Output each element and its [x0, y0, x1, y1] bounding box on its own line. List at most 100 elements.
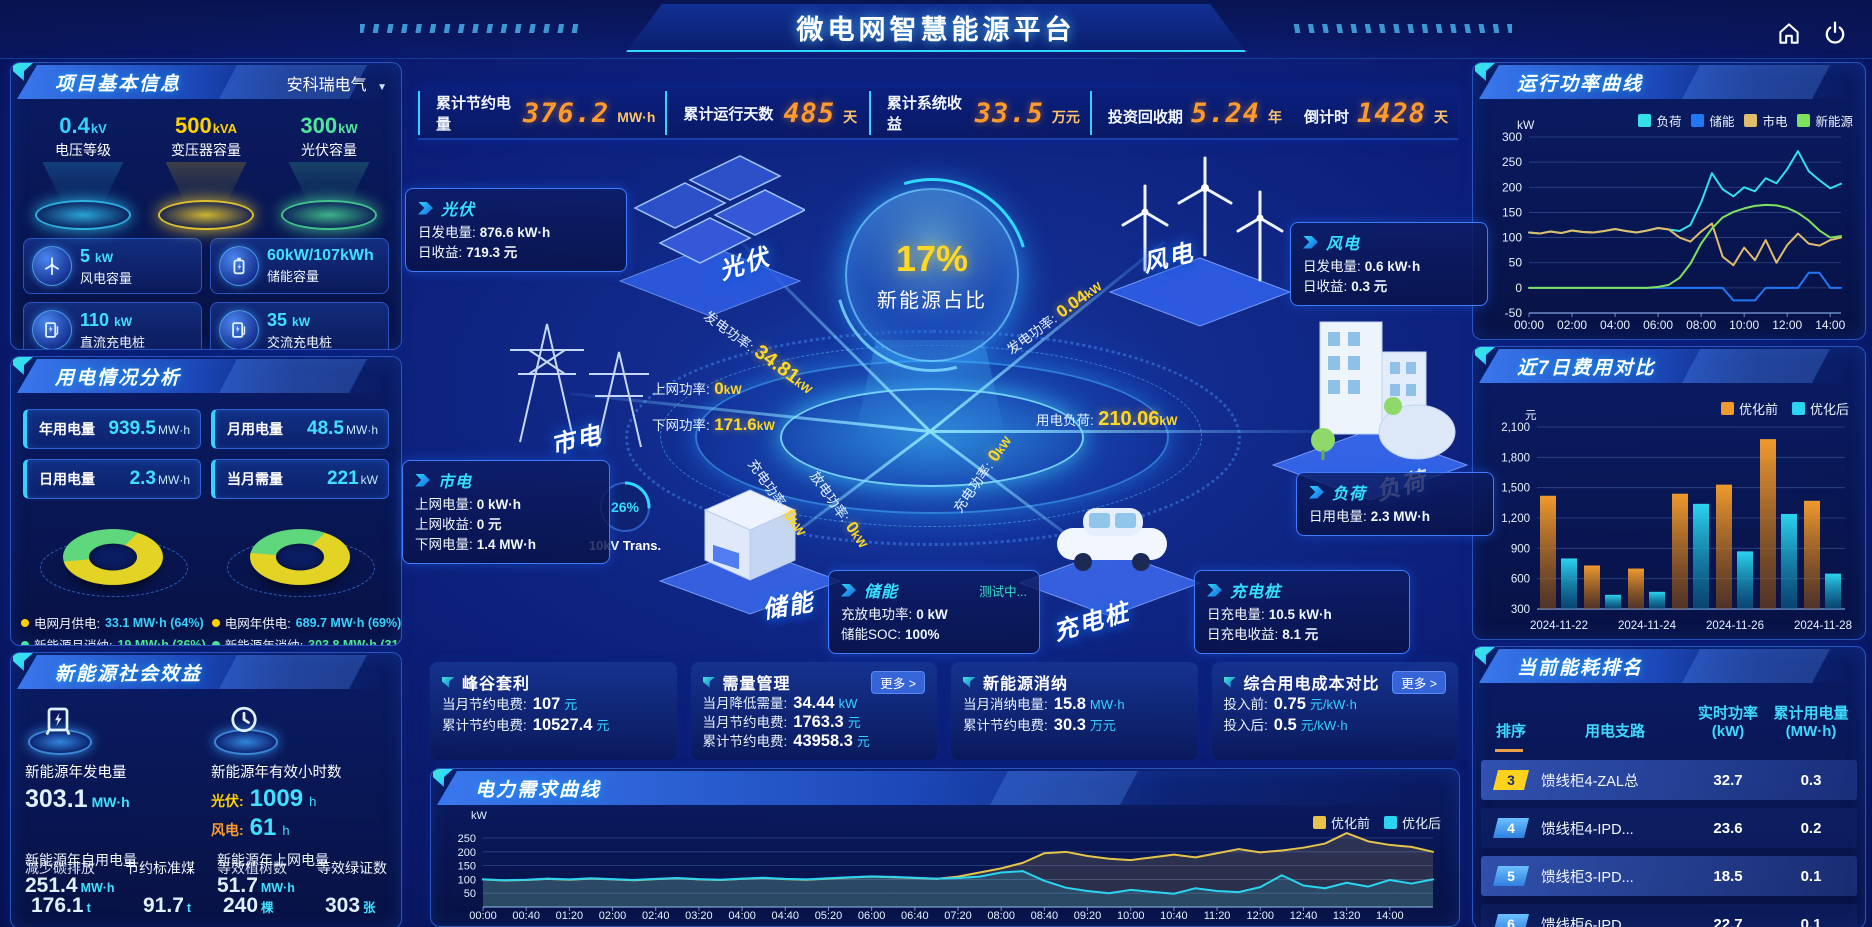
- legend-label: 电网月供电:: [34, 617, 100, 631]
- legend-dot: [211, 640, 220, 645]
- legend-renewable-month: 新能源月消纳: 19 MW·h (36%): [21, 635, 206, 646]
- svg-text:2024-11-24: 2024-11-24: [1618, 620, 1677, 632]
- power-icon[interactable]: [1816, 14, 1854, 52]
- panel-header: 项目基本信息 安科瑞电气 ▼: [11, 63, 401, 103]
- benefit-cards: 峰谷套利 当月节约电费: 107 元 累计节约电费: 10527.4 元 需量管理 更多 …: [430, 662, 1458, 760]
- cone-voltage: 0.4kV 电压等级: [25, 113, 141, 230]
- donut-hole: [275, 543, 324, 571]
- chevron-down-icon: ▼: [377, 82, 387, 93]
- corner-decoration-icon: [1223, 676, 1237, 688]
- table-row[interactable]: 5 馈线柜3-IPD... 18.5 0.1: [1481, 856, 1857, 896]
- clock-pedestal-icon: [211, 703, 278, 755]
- storage-status-badge: 测试中...: [979, 584, 1027, 599]
- metric-unit: t: [86, 901, 91, 915]
- more-button[interactable]: 更多 >: [1392, 670, 1446, 694]
- legend-item: 负荷: [1638, 111, 1681, 130]
- legend-value: 19 MW·h (36%): [117, 637, 206, 646]
- panel-title: 新能源社会效益: [55, 664, 203, 685]
- legend-item: 优化后: [1791, 399, 1849, 418]
- legend-label: 新能源月消纳:: [34, 639, 113, 646]
- month-donut-chart: [38, 513, 188, 601]
- arrow-icon: [1207, 583, 1222, 597]
- donut-legends: 电网月供电: 33.1 MW·h (64%) 电网年供电: 689.7 MW·h (…: [11, 605, 402, 646]
- svg-text:元: 元: [1525, 410, 1537, 422]
- cone-base-icon: [281, 200, 377, 230]
- panel-header: 当前能耗排名: [1473, 647, 1865, 687]
- table-row[interactable]: 4 馈线柜4-IPD... 23.6 0.2: [1481, 808, 1857, 848]
- svg-text:50: 50: [464, 888, 476, 900]
- table-row[interactable]: 3 馈线柜4-ZAL总 32.7 0.3: [1481, 760, 1857, 800]
- svg-text:08:00: 08:00: [1686, 318, 1716, 332]
- svg-text:02:40: 02:40: [642, 910, 670, 922]
- cone-value: 0.4: [59, 113, 90, 138]
- svg-text:03:20: 03:20: [685, 910, 713, 922]
- panel-header-bar: [1479, 349, 1865, 383]
- pill-label: 日用电量: [39, 471, 95, 487]
- svg-text:12:00: 12:00: [1247, 910, 1275, 922]
- hours-key: 光伏:: [211, 793, 244, 809]
- pill-unit: MW·h: [158, 473, 190, 487]
- wind-info-box: 风电 日发电量: 0.6 kW·h 日收益: 0.3 元: [1290, 222, 1488, 306]
- more-button[interactable]: 更多 >: [871, 670, 925, 694]
- kpi-saved-energy: 累计节约电量 376.2 MW·h: [418, 91, 665, 135]
- month-donut: [62, 529, 163, 585]
- kpi-value: 485: [783, 97, 836, 129]
- power-curve-chart: -50 0 50 100 150 200 250 300kW 00:00 02:00 04:00 06…: [1502, 118, 1846, 332]
- svg-text:2024-11-28: 2024-11-28: [1794, 620, 1852, 632]
- hours-unit: h: [309, 794, 317, 809]
- company-dropdown[interactable]: 安科瑞电气 ▼: [287, 71, 387, 95]
- svg-text:06:00: 06:00: [858, 910, 886, 922]
- svg-text:2024-11-22: 2024-11-22: [1530, 620, 1588, 632]
- box-title: 负荷: [1332, 486, 1367, 503]
- svg-text:12:00: 12:00: [1772, 318, 1802, 332]
- svg-text:1,200: 1,200: [1501, 513, 1530, 525]
- realtime-power: 18.5: [1713, 867, 1743, 885]
- svg-text:150: 150: [1502, 205, 1522, 219]
- table-row[interactable]: 6 馈线柜6-IPD 22.7 0.1: [1481, 904, 1857, 927]
- renewable-share-sphere: 17% 新能源占比: [845, 188, 1019, 362]
- svg-text:100: 100: [458, 874, 476, 886]
- pill-unit: kW: [360, 473, 378, 487]
- svg-text:2,100: 2,100: [1501, 422, 1530, 434]
- legend-dot: [21, 618, 29, 627]
- demand-chart-legend: 优化前 优化后: [1312, 813, 1441, 832]
- cone-unit: kW: [338, 121, 358, 136]
- panel-title: 近7日费用对比: [1517, 358, 1656, 379]
- svg-text:300: 300: [1511, 604, 1530, 616]
- charger-device-illustration: [1015, 470, 1205, 625]
- hours-unit: h: [282, 823, 290, 838]
- cone-transformer: 500kVA 变压器容量: [148, 113, 264, 230]
- kpi-payback-countdown: 投资回收期 5.24 年 倒计时 1428 天: [1089, 91, 1458, 135]
- svg-text:04:40: 04:40: [772, 910, 800, 922]
- home-icon[interactable]: [1770, 14, 1808, 52]
- renewable-share-percent: 17%: [895, 237, 969, 279]
- panel-header: 新能源社会效益: [11, 653, 401, 693]
- svg-text:-50: -50: [1505, 306, 1523, 320]
- svg-text:250: 250: [458, 833, 476, 845]
- total-energy: 0.1: [1800, 915, 1822, 927]
- svg-text:10:00: 10:00: [1729, 318, 1759, 332]
- branch-name: 馈线柜4-IPD...: [1541, 821, 1634, 838]
- cone-beam: [42, 162, 124, 204]
- social-value: 303.1: [25, 785, 88, 813]
- stat-label: 直流充电桩: [80, 334, 146, 350]
- platform-core: [780, 388, 1084, 487]
- legend-value: 303.8 MW·h (31%: [308, 637, 402, 646]
- card-title: 峰谷套利: [462, 676, 531, 693]
- capacity-cones: 0.4kV 电压等级 500kVA 变压器容量 300kW 光伏容量: [11, 103, 401, 230]
- metric-value: 176.1: [31, 894, 84, 917]
- svg-text:300: 300: [1502, 130, 1522, 144]
- legend-grid-year: 电网年供电: 689.7 MW·h (69%): [211, 613, 401, 632]
- box-title: 风电: [1326, 236, 1361, 253]
- panel-header-bar: [437, 771, 1459, 805]
- flow-line-load: [930, 430, 1330, 433]
- pill-day-usage: 日用电量 2.3 MW·h: [23, 459, 201, 499]
- kpi-unit: MW·h: [617, 108, 656, 125]
- panel-title: 运行功率曲线: [1517, 74, 1644, 95]
- svg-text:14:00: 14:00: [1376, 910, 1404, 922]
- panel-header: 电力需求曲线: [431, 769, 1459, 809]
- kpi-label: 累计系统收益: [886, 95, 962, 133]
- svg-text:01:20: 01:20: [556, 910, 584, 922]
- cost-chart-legend: 优化前 优化后: [1720, 399, 1849, 418]
